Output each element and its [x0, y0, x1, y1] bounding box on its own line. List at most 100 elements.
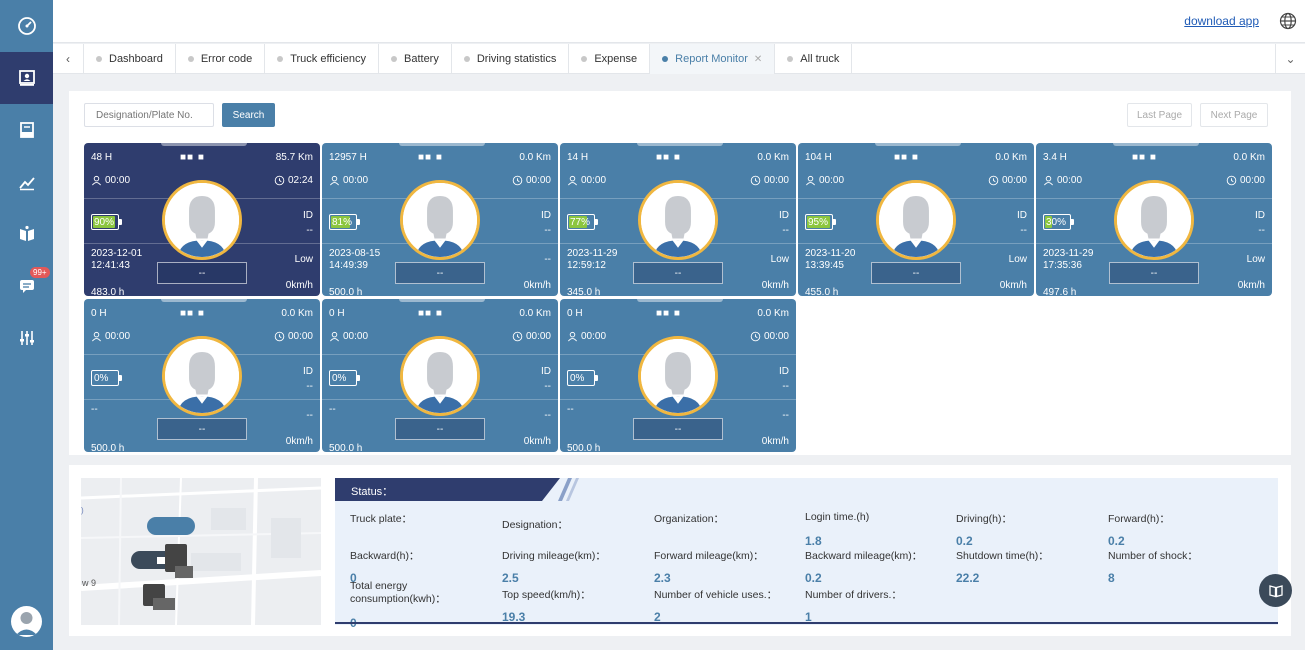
card-login-time: 00:00 [805, 175, 844, 186]
user-icon [330, 175, 339, 186]
sidebar-item-monitor[interactable] [0, 52, 53, 104]
status-field-label: Top speed(km/h)： [502, 589, 591, 601]
card-drive-value: 00:00 [525, 175, 551, 186]
truck-card[interactable]: 3.4 H ■■ ■ 0.0 Km 00:00 00:00 30% ID -- 2023-11-… [1036, 143, 1272, 296]
driver-name-field[interactable]: -- [1109, 262, 1199, 284]
driver-name-field[interactable]: -- [395, 418, 485, 440]
truck-card[interactable]: 48 H ■■ ■ 85.7 Km 00:00 02:24 90% ID -- 2023-12-… [84, 143, 320, 296]
driver-avatar-icon [403, 339, 477, 413]
card-level: -- [544, 254, 551, 265]
truck-card[interactable]: 0 H ■■ ■ 0.0 Km 00:00 00:00 0% ID -- -- -- 500.0 h… [560, 299, 796, 452]
tab-dropdown[interactable]: ⌄ [1275, 44, 1305, 74]
tab-battery[interactable]: Battery [379, 44, 452, 74]
search-input[interactable] [84, 103, 214, 127]
card-hours: 104 H [805, 152, 832, 163]
status-field-value: 1 [805, 610, 812, 624]
card-plate-redacted: ■■ ■ [418, 308, 443, 319]
card-id-value: -- [306, 381, 313, 392]
driver-portrait [162, 336, 242, 416]
user-avatar[interactable] [11, 606, 42, 637]
card-id-value: -- [782, 381, 789, 392]
map-roads [81, 478, 321, 625]
next-page-button[interactable]: Next Page [1200, 103, 1268, 127]
battery-indicator: 77% [567, 214, 598, 230]
card-date: -- [91, 404, 98, 415]
card-datetime: 2023-08-15 14:49:39 [329, 248, 380, 272]
card-notch [399, 143, 485, 146]
globe-icon[interactable] [1279, 12, 1297, 30]
book-icon [19, 225, 34, 241]
card-speed: 0km/h [761, 280, 789, 291]
sidebar-logo[interactable] [0, 0, 53, 52]
user-icon [806, 175, 815, 186]
battery-indicator: 0% [567, 370, 598, 386]
card-login-time: 00:00 [329, 175, 368, 186]
status-field-value: 1.8 [805, 534, 822, 548]
tab-truck-efficiency[interactable]: Truck efficiency [265, 44, 379, 74]
driver-name-field[interactable]: -- [633, 262, 723, 284]
tab-dot [787, 56, 794, 62]
truck-card[interactable]: 104 H ■■ ■ 0.0 Km 00:00 00:00 95% ID -- 2023-11-… [798, 143, 1034, 296]
card-level: Low [770, 254, 789, 265]
card-id-label: ID [303, 210, 313, 221]
card-drive-value: 00:00 [1001, 175, 1027, 186]
tab-dashboard[interactable]: Dashboard [84, 44, 176, 74]
sidebar-item-analytics[interactable] [0, 156, 53, 208]
driver-portrait [1114, 180, 1194, 260]
driver-portrait [400, 180, 480, 260]
driver-name-field[interactable]: -- [157, 262, 247, 284]
card-hours: 0 H [329, 308, 345, 319]
gauge-icon [17, 17, 36, 35]
truck-card[interactable]: 12957 H ■■ ■ 0.0 Km 00:00 00:00 81% ID -- 2023-0… [322, 143, 558, 296]
chevron-left-icon: ‹ [66, 52, 70, 66]
tab-report-monitor[interactable]: Report Monitor ✕ [650, 44, 776, 74]
tab-error-code[interactable]: Error code [176, 44, 266, 74]
last-page-button[interactable]: Last Page [1127, 103, 1192, 127]
card-mileage: 0.0 Km [519, 308, 551, 319]
card-drive-time: 00:00 [988, 175, 1027, 186]
tab-label: All truck [800, 53, 840, 65]
status-field-value: 0.2 [1108, 534, 1125, 548]
manual-button[interactable] [1259, 574, 1292, 607]
driver-avatar-icon [403, 183, 477, 257]
user-icon [330, 331, 339, 342]
tab-expense[interactable]: Expense [569, 44, 651, 74]
card-speed: 0km/h [1237, 280, 1265, 291]
tab-scroll-left[interactable]: ‹ [53, 44, 84, 74]
battery-indicator: 0% [329, 370, 360, 386]
card-notch [399, 299, 485, 302]
driver-name-field[interactable]: -- [633, 418, 723, 440]
close-icon[interactable]: ✕ [753, 53, 763, 65]
card-mileage: 0.0 Km [995, 152, 1027, 163]
card-hours: 12957 H [329, 152, 367, 163]
card-login-time: 00:00 [567, 331, 606, 342]
status-field-label: Driving(h)： [956, 513, 1013, 525]
map-street-label: w 9 [82, 578, 97, 588]
card-speed: 0km/h [285, 280, 313, 291]
driver-name-field[interactable]: -- [871, 262, 961, 284]
battery-indicator: 95% [805, 214, 836, 230]
driver-name: -- [674, 267, 682, 279]
tab-driving-statistics[interactable]: Driving statistics [452, 44, 570, 74]
truck-card[interactable]: 0 H ■■ ■ 0.0 Km 00:00 00:00 0% ID -- -- -- 500.0 h… [84, 299, 320, 452]
driver-name-field[interactable]: -- [157, 418, 247, 440]
sidebar-item-report[interactable] [0, 104, 53, 156]
sidebar-item-guide[interactable] [0, 208, 53, 260]
open-book-icon [1268, 584, 1283, 597]
download-app-link[interactable]: download app [1184, 14, 1259, 28]
card-time: 13:39:45 [805, 260, 844, 271]
user-icon [568, 331, 577, 342]
clock-icon [512, 175, 523, 186]
sidebar-item-settings[interactable] [0, 312, 53, 364]
truck-card[interactable]: 0 H ■■ ■ 0.0 Km 00:00 00:00 0% ID -- -- -- 500.0 h… [322, 299, 558, 452]
card-id-label: ID [1255, 210, 1265, 221]
tab-all-truck[interactable]: All truck [775, 44, 853, 74]
search-button[interactable]: Search [222, 103, 275, 127]
tab-label: Dashboard [109, 53, 163, 65]
driver-name-field[interactable]: -- [395, 262, 485, 284]
truck-card[interactable]: 14 H ■■ ■ 0.0 Km 00:00 00:00 77% ID -- 2023-11-2… [560, 143, 796, 296]
card-login-value: 00:00 [1057, 175, 1083, 186]
sidebar-item-messages[interactable]: 99+ [0, 260, 53, 312]
map-view[interactable]: w 9 ) [81, 478, 321, 625]
card-drive-time: 00:00 [750, 175, 789, 186]
